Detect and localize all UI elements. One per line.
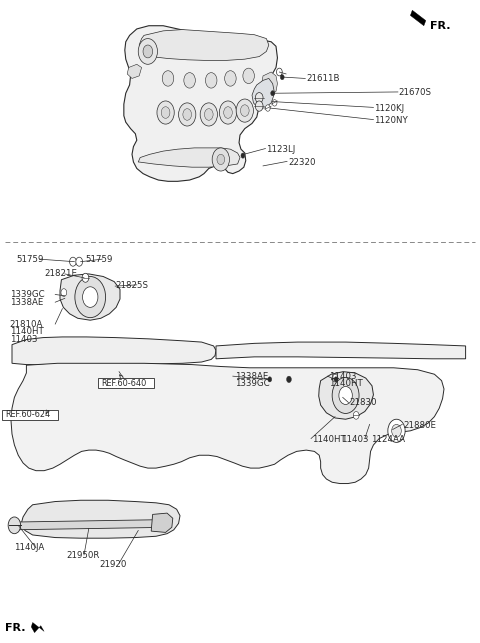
Circle shape bbox=[204, 109, 213, 120]
Circle shape bbox=[205, 73, 217, 88]
Circle shape bbox=[157, 101, 174, 124]
Text: 21825S: 21825S bbox=[115, 281, 148, 290]
Circle shape bbox=[143, 45, 153, 58]
Circle shape bbox=[217, 154, 225, 165]
Text: 21920: 21920 bbox=[100, 560, 127, 569]
Polygon shape bbox=[319, 372, 373, 419]
Text: 1140HT: 1140HT bbox=[312, 435, 346, 444]
Polygon shape bbox=[127, 64, 142, 78]
Circle shape bbox=[276, 68, 282, 76]
Circle shape bbox=[339, 386, 352, 404]
Text: FR.: FR. bbox=[5, 622, 25, 633]
Text: 1339GC: 1339GC bbox=[235, 379, 270, 388]
Text: FR.: FR. bbox=[430, 21, 450, 31]
Circle shape bbox=[75, 276, 106, 318]
Text: 21830: 21830 bbox=[349, 398, 377, 407]
Text: 21670S: 21670S bbox=[398, 88, 432, 97]
Text: 1140HT: 1140HT bbox=[329, 379, 362, 388]
Text: 51759: 51759 bbox=[85, 255, 113, 264]
Text: 1140HT: 1140HT bbox=[10, 327, 43, 336]
Polygon shape bbox=[252, 78, 275, 108]
Polygon shape bbox=[151, 513, 173, 532]
Circle shape bbox=[161, 107, 170, 118]
Circle shape bbox=[83, 287, 98, 307]
Text: 21611B: 21611B bbox=[306, 74, 340, 83]
Circle shape bbox=[392, 424, 401, 437]
Circle shape bbox=[243, 68, 254, 84]
Circle shape bbox=[265, 105, 270, 111]
Circle shape bbox=[268, 377, 272, 382]
Circle shape bbox=[334, 377, 338, 382]
Text: 1124AA: 1124AA bbox=[371, 435, 405, 444]
Polygon shape bbox=[11, 520, 170, 530]
FancyBboxPatch shape bbox=[98, 378, 154, 388]
Text: 21810A: 21810A bbox=[10, 320, 43, 329]
Polygon shape bbox=[124, 26, 277, 181]
Text: 21950R: 21950R bbox=[66, 551, 100, 560]
Text: 11403: 11403 bbox=[10, 335, 37, 344]
Circle shape bbox=[61, 289, 67, 296]
Circle shape bbox=[353, 412, 359, 419]
Circle shape bbox=[241, 153, 245, 158]
Text: 51759: 51759 bbox=[17, 255, 44, 264]
Circle shape bbox=[8, 517, 21, 534]
Circle shape bbox=[183, 109, 192, 120]
Circle shape bbox=[287, 376, 291, 383]
Circle shape bbox=[224, 107, 232, 118]
Text: 1339GC: 1339GC bbox=[10, 290, 44, 299]
Text: 1123LJ: 1123LJ bbox=[266, 145, 296, 154]
Circle shape bbox=[255, 93, 263, 103]
Circle shape bbox=[332, 377, 359, 413]
Circle shape bbox=[272, 100, 277, 106]
FancyBboxPatch shape bbox=[2, 410, 58, 420]
Text: 1338AE: 1338AE bbox=[10, 298, 43, 307]
Text: 1338AE: 1338AE bbox=[235, 372, 269, 381]
Text: 21821E: 21821E bbox=[44, 269, 77, 278]
Circle shape bbox=[179, 103, 196, 126]
Polygon shape bbox=[410, 10, 426, 26]
Text: REF.60-624: REF.60-624 bbox=[5, 410, 50, 419]
Polygon shape bbox=[21, 500, 180, 538]
Circle shape bbox=[76, 257, 83, 266]
Polygon shape bbox=[139, 30, 269, 60]
Circle shape bbox=[271, 91, 275, 96]
Circle shape bbox=[138, 39, 157, 64]
Polygon shape bbox=[11, 363, 444, 484]
Text: 11403: 11403 bbox=[341, 435, 368, 444]
Circle shape bbox=[219, 101, 237, 124]
Polygon shape bbox=[138, 148, 240, 167]
Text: 22320: 22320 bbox=[288, 158, 315, 167]
Circle shape bbox=[388, 419, 405, 442]
Circle shape bbox=[200, 103, 217, 126]
Circle shape bbox=[184, 73, 195, 88]
Polygon shape bbox=[31, 622, 44, 633]
Circle shape bbox=[280, 75, 284, 80]
Circle shape bbox=[162, 71, 174, 86]
Polygon shape bbox=[261, 72, 277, 95]
Circle shape bbox=[255, 101, 263, 111]
Circle shape bbox=[212, 148, 229, 171]
Circle shape bbox=[240, 105, 249, 116]
Text: 1120KJ: 1120KJ bbox=[374, 104, 405, 113]
Text: 21880E: 21880E bbox=[403, 421, 436, 430]
Circle shape bbox=[236, 99, 253, 122]
Text: 11403: 11403 bbox=[329, 372, 356, 381]
Circle shape bbox=[70, 257, 76, 266]
Text: 1140JA: 1140JA bbox=[14, 543, 45, 552]
Text: REF.60-640: REF.60-640 bbox=[101, 379, 146, 388]
Circle shape bbox=[332, 374, 338, 382]
Polygon shape bbox=[60, 274, 120, 320]
Polygon shape bbox=[12, 337, 216, 365]
Circle shape bbox=[82, 273, 89, 282]
Polygon shape bbox=[216, 342, 466, 359]
Text: 1120NY: 1120NY bbox=[374, 116, 408, 125]
Circle shape bbox=[225, 71, 236, 86]
